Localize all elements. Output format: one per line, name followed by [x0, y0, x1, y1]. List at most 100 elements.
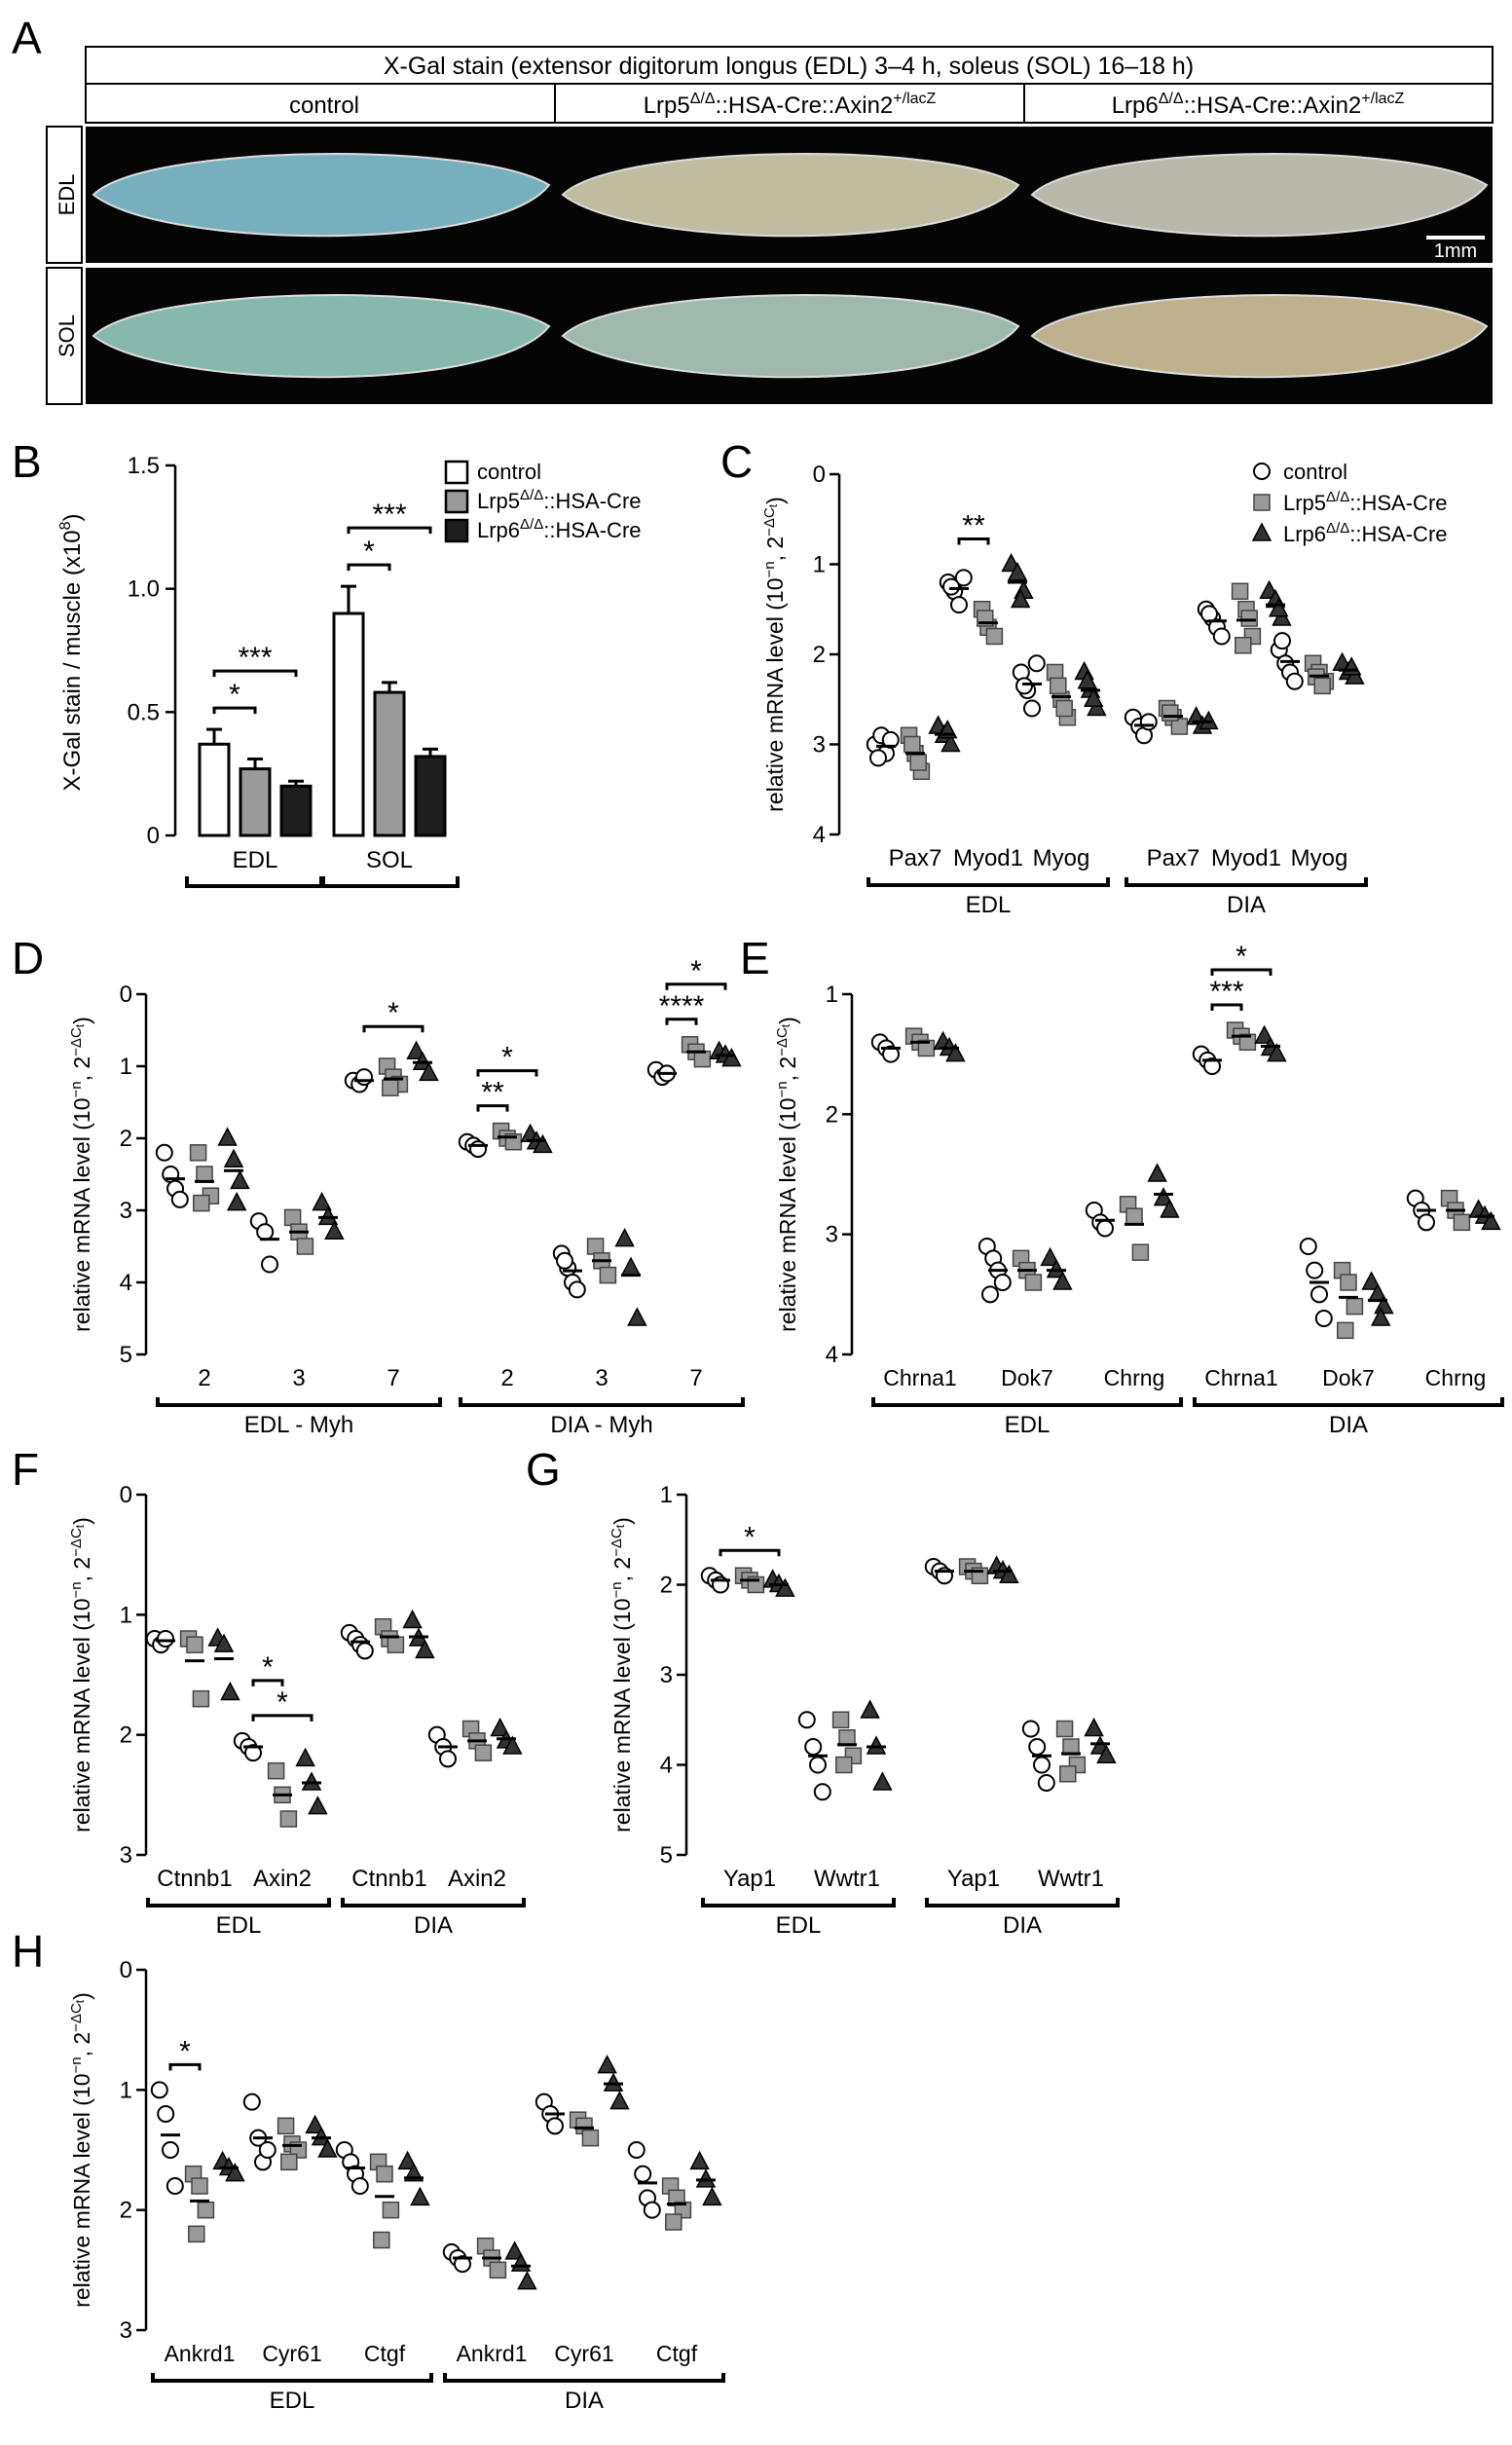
category-label: Ankrd1	[165, 2341, 236, 2366]
data-point-lrp6	[402, 1609, 423, 1629]
data-point-lrp6	[775, 1577, 795, 1597]
data-point-control	[950, 596, 968, 614]
legend-label: Lrp6Δ/Δ::HSA-Cre	[1283, 520, 1448, 546]
data-point-lrp6	[324, 1220, 345, 1240]
data-point-lrp5	[474, 1744, 493, 1761]
data-point-control	[568, 1280, 586, 1299]
panel-letter-e: E	[740, 933, 770, 983]
group-label: EDL	[776, 1912, 822, 1939]
category-label: Ctgf	[656, 2341, 698, 2366]
data-point-control	[869, 749, 887, 767]
significance-label: ****	[659, 990, 705, 1022]
y-axis-label-superscript: −n	[68, 1081, 85, 1097]
data-point-lrp6	[1052, 1271, 1073, 1290]
data-point-lrp6	[689, 2150, 710, 2170]
legend-swatch	[444, 460, 469, 485]
data-point-lrp6	[1251, 522, 1272, 541]
y-axis-label-superscript: −ΔC	[68, 2003, 85, 2032]
data-point-lrp5	[1231, 582, 1249, 600]
legend-label: control	[477, 460, 541, 484]
y-tick-label: 1	[120, 2077, 132, 2103]
legend-label-suffix: ::HSA-Cre	[1349, 522, 1447, 546]
y-axis-label-superscript: −n	[774, 1081, 791, 1097]
data-point-control	[813, 1783, 831, 1801]
y-axis-label-mid: , 2	[69, 1056, 94, 1082]
data-point-control	[355, 1642, 374, 1660]
data-point-control	[1418, 1213, 1435, 1232]
data-point-control	[1037, 1774, 1055, 1792]
legend-label-suffix: ::HSA-Cre	[1349, 491, 1447, 515]
data-point-lrp5	[1240, 610, 1258, 627]
y-tick-label: 2	[660, 1573, 673, 1599]
significance-bracket	[168, 2062, 202, 2071]
significance-label: **	[481, 1077, 504, 1109]
y-axis-label-superscript: −n	[608, 1581, 625, 1598]
y-tick-label: 1	[120, 1602, 132, 1628]
data-point-control	[1023, 699, 1041, 718]
y-axis-label-subscript: t	[73, 1999, 87, 2003]
column-label-control: control	[289, 93, 359, 119]
data-point-control	[150, 2081, 168, 2099]
panel-a-title: X-Gal stain (extensor digitorum longus (…	[384, 53, 1194, 80]
group-bracket	[871, 1397, 1183, 1407]
y-tick-label: 0.5	[128, 699, 160, 725]
data-point-control	[882, 1045, 900, 1063]
data-point-control	[1033, 1756, 1051, 1774]
data-point-lrp6	[1077, 670, 1098, 689]
significance-label: *	[363, 536, 375, 568]
data-point-lrp5	[1170, 718, 1189, 735]
data-point-lrp5	[489, 2261, 507, 2279]
data-point-lrp6	[230, 1169, 250, 1190]
significance-bracket	[665, 1018, 698, 1025]
data-point-lrp5	[1162, 704, 1179, 722]
data-point-lrp5	[904, 735, 921, 754]
chart-c: 0 1 2 3 4 relative mRNA level (10−n, 2−ΔCt) Pa…	[761, 460, 1448, 918]
data-point-control	[1314, 1310, 1333, 1327]
data-point-lrp6	[1084, 1717, 1104, 1737]
y-axis-label-subscript: t	[73, 1023, 87, 1027]
category-label: Chrng	[1104, 1365, 1165, 1390]
panel-a-header: X-Gal stain (extensor digitorum longus (…	[85, 46, 1494, 124]
data-point-lrp5	[1253, 494, 1271, 511]
y-axis-label-superscript: −ΔC	[68, 1528, 85, 1557]
data-point-control	[993, 1274, 1012, 1291]
data-point-control	[556, 1251, 573, 1270]
bar	[198, 742, 231, 837]
data-point-lrp5	[277, 2117, 295, 2135]
group-label: EDL	[270, 2388, 315, 2414]
y-axis-label: relative mRNA level (10−n, 2−ΔCt)	[774, 1017, 800, 1332]
data-point-lrp6	[627, 1307, 647, 1326]
data-point-control	[1253, 463, 1271, 480]
category-label: Pax7	[1147, 845, 1200, 871]
data-point-control	[162, 2141, 179, 2159]
data-point-lrp6	[702, 2186, 722, 2206]
data-point-lrp6	[614, 1227, 635, 1247]
y-tick-label: 1	[660, 1482, 673, 1508]
data-point-lrp5	[985, 627, 1004, 646]
data-point-control	[981, 1285, 999, 1304]
y-axis-label-end: )	[59, 514, 86, 522]
data-point-lrp6	[1361, 1271, 1382, 1290]
group-bracket	[156, 1397, 442, 1407]
y-axis-label: relative mRNA level (10−n, 2−ΔCt)	[68, 1017, 94, 1332]
data-point-control	[355, 1068, 373, 1087]
group-bracket	[146, 1898, 331, 1908]
data-point-lrp6	[872, 1771, 893, 1791]
significance-label: ***	[372, 499, 406, 531]
bar	[373, 690, 406, 837]
group-bracket	[867, 877, 1110, 887]
y-tick-label: 3	[826, 1222, 838, 1248]
data-point-lrp6	[940, 732, 961, 753]
data-point-control	[1285, 672, 1304, 690]
significance-bracket	[719, 1548, 781, 1557]
y-axis-label-text: X-Gal stain / muscle (x10	[59, 530, 86, 791]
muscle-specimen	[561, 294, 1020, 379]
group-label: DIA	[1227, 892, 1266, 918]
data-point-lrp6	[1010, 588, 1031, 609]
data-point-lrp5	[382, 2201, 400, 2219]
panel-letter-h: H	[12, 1926, 44, 1977]
data-point-lrp6	[406, 1040, 426, 1059]
data-point-lrp6	[490, 1717, 510, 1737]
bar	[279, 784, 313, 837]
data-point-lrp5	[1346, 1297, 1364, 1315]
